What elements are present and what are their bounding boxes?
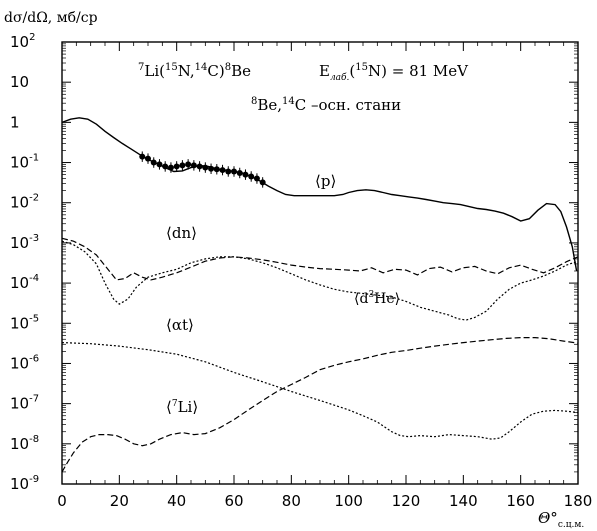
y-tick-label: 102: [10, 32, 35, 51]
y-tick-label: 10-3: [10, 233, 39, 252]
x-tick-label: 180: [564, 492, 593, 510]
series-line-li7: [61, 337, 579, 473]
x-tick-label: 120: [392, 492, 421, 510]
series-line-dn: [61, 237, 579, 281]
data-point: [196, 163, 203, 170]
data-point: [225, 168, 232, 175]
data-point: [139, 153, 146, 160]
y-tick-label: 10-4: [10, 273, 39, 292]
x-tick-label: 80: [282, 492, 301, 510]
y-tick-label: 10-1: [10, 153, 39, 172]
data-point: [248, 173, 255, 180]
series-line-p: [61, 117, 578, 272]
curve-label-li7: ⟨7Li⟩: [166, 398, 198, 416]
data-point: [253, 175, 260, 182]
data-point: [173, 163, 180, 170]
data-point: [219, 167, 226, 174]
reaction-label: 7Li(15N,14C)8Be: [138, 62, 251, 80]
y-tick-label: 10-5: [10, 313, 39, 332]
y-axis-label: dσ/dΩ, мб/ср: [4, 10, 98, 26]
states-label: 8Be,14C –осн. стани: [251, 96, 401, 114]
data-point: [236, 169, 243, 176]
data-point: [185, 161, 192, 168]
series-line-d3he: [61, 240, 579, 321]
y-tick-label: 10-2: [10, 193, 39, 212]
x-tick-label: 40: [167, 492, 186, 510]
data-point: [202, 164, 209, 171]
x-tick-label: 160: [506, 492, 535, 510]
data-point: [156, 161, 163, 168]
y-tick-label: 10: [10, 73, 29, 91]
y-tick-label: 10-6: [10, 353, 39, 372]
x-tick-label: 60: [224, 492, 243, 510]
data-point: [162, 163, 169, 170]
data-point: [150, 159, 157, 166]
data-point: [145, 155, 151, 162]
energy-label: Eлаб.(15N) = 81 MeV: [319, 62, 469, 83]
y-tick-label: 10-7: [10, 394, 39, 413]
curve-label-dn: ⟨dn⟩: [166, 224, 197, 242]
curve-label-at: ⟨αt⟩: [166, 316, 194, 334]
data-point: [179, 162, 186, 169]
data-point: [213, 166, 220, 173]
series-line-at: [61, 342, 579, 440]
y-tick-label: 1: [10, 113, 20, 131]
data-point: [208, 165, 215, 172]
data-point: [190, 162, 197, 169]
y-tick-label: 10-8: [10, 434, 39, 453]
data-point: [259, 179, 266, 186]
data-point: [231, 168, 237, 175]
x-tick-label: 100: [334, 492, 363, 510]
x-tick-label: 0: [57, 492, 67, 510]
x-tick-label: 20: [110, 492, 129, 510]
data-point: [242, 171, 249, 178]
curve-label-d3he: ⟨d3He⟩: [354, 290, 400, 307]
data-point: [167, 164, 174, 171]
x-tick-label: 140: [449, 492, 478, 510]
x-axis-label: Θ°с.ц.м.: [538, 509, 584, 530]
y-tick-label: 10-9: [10, 474, 39, 493]
curve-label-p: ⟨p⟩: [315, 172, 336, 190]
